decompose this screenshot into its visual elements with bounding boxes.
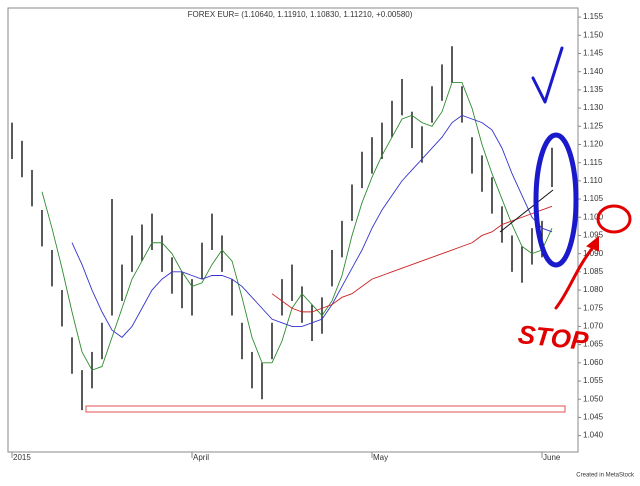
y-tick-label: 1.095 bbox=[583, 231, 604, 240]
y-tick-label: 1.105 bbox=[583, 194, 604, 203]
y-tick-label: 1.115 bbox=[583, 158, 603, 167]
red-circle bbox=[596, 204, 632, 234]
y-tick-label: 1.055 bbox=[583, 376, 604, 385]
y-tick-label: 1.110 bbox=[583, 176, 603, 185]
moving-average bbox=[71, 114, 553, 338]
marks: 1.040 1.045 1.050 1.055 1.060 1.065 1.070 1.075… bbox=[11, 12, 604, 462]
y-tick-label: 1.040 bbox=[583, 431, 604, 440]
footer: Created in MetaStock bbox=[576, 473, 635, 479]
y-tick-label: 1.045 bbox=[583, 413, 604, 422]
blue-ellipse bbox=[533, 132, 579, 268]
arrow-head bbox=[586, 235, 599, 252]
y-tick-label: 1.085 bbox=[583, 267, 604, 276]
y-tick-label: 1.145 bbox=[583, 49, 604, 58]
y-tick-label: 1.070 bbox=[583, 322, 604, 331]
y-tick-label: 1.130 bbox=[583, 103, 604, 112]
y-tick-label: 1.150 bbox=[583, 30, 604, 39]
y-tick-label: 1.050 bbox=[583, 394, 604, 403]
x-tick-label: April bbox=[193, 453, 209, 462]
y-tick-label: 1.135 bbox=[583, 85, 604, 94]
arrow-line bbox=[554, 244, 596, 310]
trend-line bbox=[499, 189, 554, 233]
chart-title: FOREX EUR= (1.10640, 1.11910, 1.10830, 1… bbox=[188, 10, 413, 19]
y-tick-label: 1.100 bbox=[583, 212, 604, 221]
moving-average bbox=[41, 82, 553, 371]
y-tick-label: 1.140 bbox=[583, 67, 604, 76]
x-tick-label: 2015 bbox=[13, 453, 31, 462]
moving-average bbox=[271, 205, 553, 313]
y-tick-label: 1.080 bbox=[583, 285, 604, 294]
support-box bbox=[85, 405, 566, 413]
y-tick-label: 1.075 bbox=[583, 303, 604, 312]
x-tick-label: June bbox=[543, 453, 561, 462]
check-mark bbox=[531, 46, 564, 104]
y-tick-label: 1.155 bbox=[583, 12, 604, 21]
stop-annotation: STOP bbox=[517, 319, 591, 356]
y-tick-label: 1.090 bbox=[583, 249, 604, 258]
y-tick-label: 1.125 bbox=[583, 121, 604, 130]
plot-frame bbox=[7, 7, 579, 453]
y-tick-label: 1.065 bbox=[583, 340, 604, 349]
y-tick-label: 1.060 bbox=[583, 358, 604, 367]
x-tick-label: May bbox=[373, 453, 388, 462]
y-tick-label: 1.120 bbox=[583, 140, 604, 149]
